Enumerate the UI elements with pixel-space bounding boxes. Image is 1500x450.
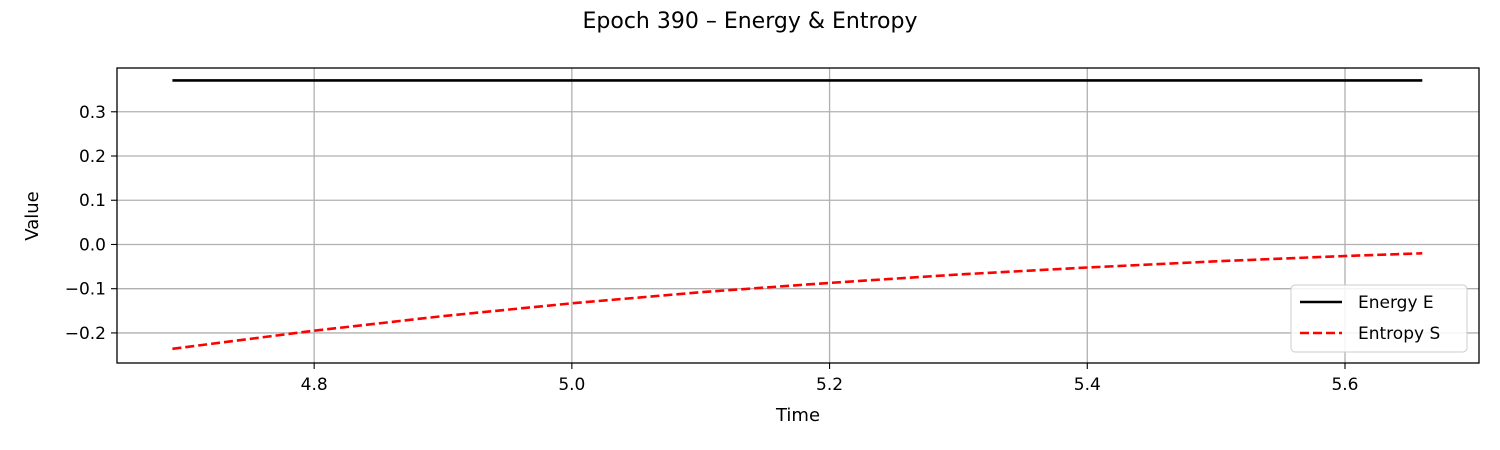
- chart-title: Epoch 390 – Energy & Entropy: [583, 9, 918, 34]
- plot-frame: [116, 67, 1480, 364]
- y-tick-label: 0.0: [79, 235, 106, 255]
- legend: Energy E Entropy S: [1290, 284, 1468, 353]
- x-tick-label: 4.8: [301, 375, 328, 395]
- y-tick-label: −0.2: [65, 324, 106, 344]
- grid: [117, 68, 1479, 363]
- x-tick-label: 5.4: [1074, 375, 1101, 395]
- y-tick-label: 0.3: [79, 103, 106, 123]
- y-tick-label: −0.1: [65, 280, 106, 300]
- y-axis-label: Value: [22, 191, 43, 240]
- ticks: 4.8 5.0 5.2 5.4 5.6 −0.2 −0.1 0.0 0.1 0.2 0.3: [65, 103, 1359, 395]
- legend-label: Energy E: [1358, 293, 1434, 313]
- x-tick-label: 5.0: [558, 375, 585, 395]
- x-tick-label: 5.2: [816, 375, 843, 395]
- x-axis-label: Time: [775, 405, 820, 426]
- y-tick-label: 0.1: [79, 191, 106, 211]
- y-tick-label: 0.2: [79, 147, 106, 167]
- series-line-entropy: [172, 252, 1423, 351]
- legend-label: Entropy S: [1358, 324, 1440, 344]
- x-tick-label: 5.6: [1331, 375, 1358, 395]
- series-layer: [172, 79, 1423, 351]
